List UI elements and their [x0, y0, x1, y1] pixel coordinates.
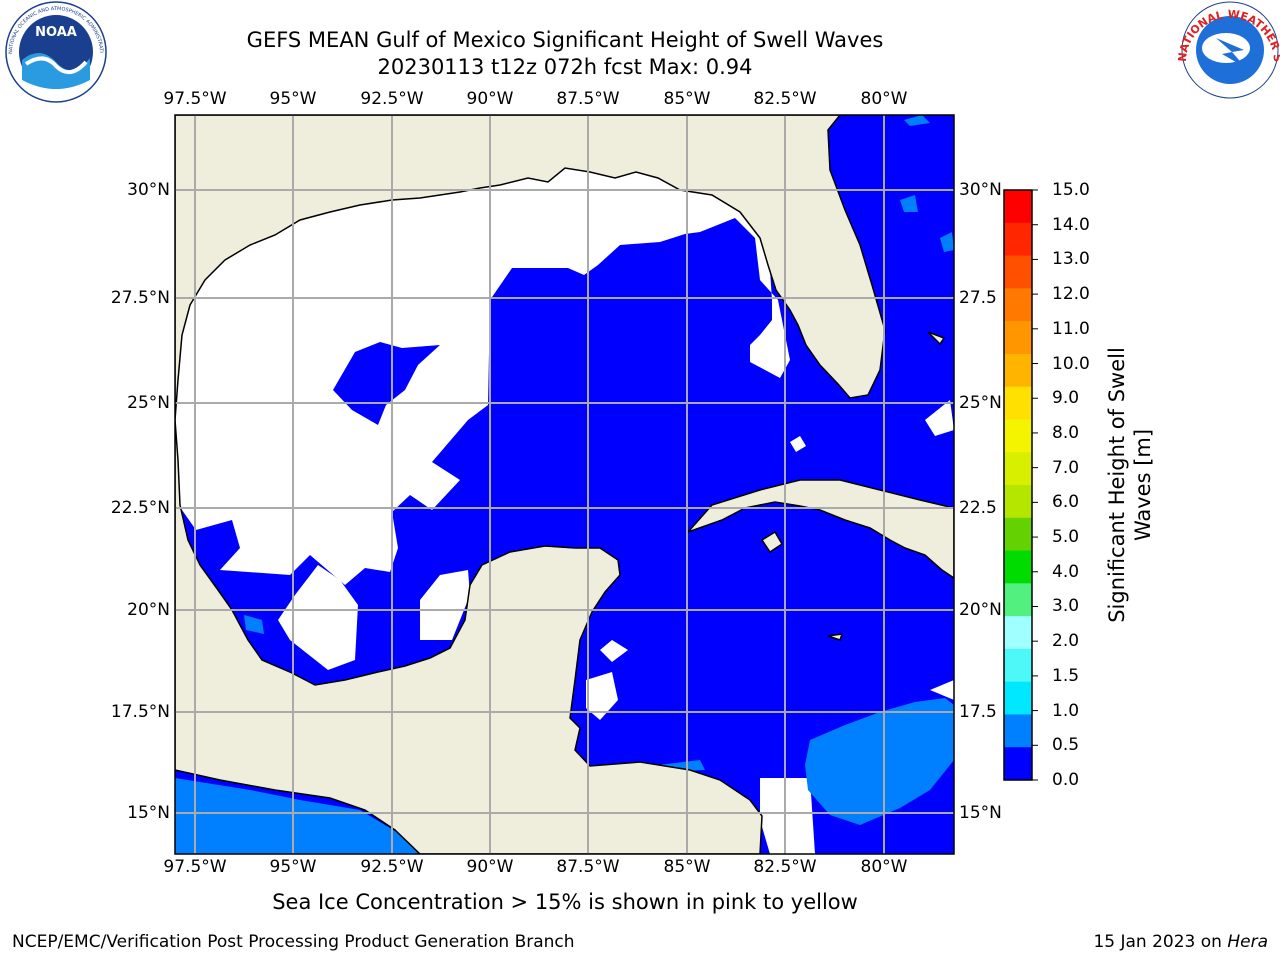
lon-tick-top: 92.5°W — [360, 89, 424, 109]
lat-tick-right: 30°N — [959, 180, 1002, 200]
colorbar-tick-label: 12.0 — [1052, 284, 1090, 305]
lon-tick-bottom: 95°W — [269, 857, 317, 877]
lat-tick-left: 25°N — [127, 393, 170, 413]
footer-date: 15 Jan 2023 on Hera — [1093, 932, 1268, 952]
colorbar-band — [1004, 321, 1032, 355]
colorbar-label: Significant Height of Swell Waves [m] — [1104, 347, 1156, 623]
lon-tick-top: 85°W — [663, 89, 711, 109]
footer-producer: NCEP/EMC/Verification Post Processing Pr… — [12, 932, 575, 952]
lat-tick-right: 25°N — [959, 393, 1002, 413]
lon-tick-bottom: 92.5°W — [360, 857, 424, 877]
colorbar-band — [1004, 583, 1032, 617]
colorbar-tick-label: 13.0 — [1052, 249, 1090, 270]
colorbar-tick-label: 1.5 — [1052, 665, 1080, 686]
lat-tick-left: 17.5°N — [110, 702, 170, 722]
lat-tick-left: 30°N — [127, 180, 170, 200]
map-frame — [174, 114, 955, 855]
colorbar-band — [1004, 681, 1032, 715]
colorbar-tick-label: 3.0 — [1052, 596, 1080, 617]
colorbar-band — [1004, 419, 1032, 453]
no-data-areas — [175, 115, 954, 854]
lon-tick-top: 87.5°W — [556, 89, 620, 109]
colorbar-frame — [1003, 189, 1033, 781]
footer-date-text: 15 Jan 2023 on — [1093, 932, 1228, 952]
colorbar-band — [1004, 353, 1032, 388]
swell-mid-field — [175, 115, 954, 854]
gridlines — [175, 115, 954, 854]
lon-tick-bottom: 97.5°W — [163, 857, 227, 877]
colorbar-band — [1004, 288, 1032, 322]
colorbar-tick-label: 11.0 — [1052, 318, 1090, 339]
nws-ring-text: NATIONAL WEATHER SERVICE — [0, 0, 1280, 63]
lon-tick-bottom: 85°W — [663, 857, 711, 877]
lon-tick-bottom: 90°W — [466, 857, 514, 877]
lat-tick-right: 20°N — [959, 600, 1002, 620]
colorbar-tick-label: 15.0 — [1052, 180, 1090, 200]
lat-tick-right: 17.5 — [959, 702, 997, 722]
lon-tick-top: 90°W — [466, 89, 514, 109]
sea-ice-note: Sea Ice Concentration > 15% is shown in … — [272, 890, 858, 914]
colorbar-tick-label: 10.0 — [1052, 353, 1090, 374]
colorbar-band — [1004, 747, 1032, 781]
colorbar-label-line1: Significant Height of Swell — [1105, 347, 1129, 623]
colorbar-band — [1004, 255, 1032, 289]
lon-tick-bottom: 87.5°W — [556, 857, 620, 877]
lat-tick-left: 22.5°N — [110, 498, 170, 518]
colorbar-band — [1004, 648, 1032, 683]
colorbar-tick-label: 4.0 — [1052, 561, 1080, 582]
colorbar-tick-label: 9.0 — [1052, 388, 1080, 409]
colorbar-tick-label: 14.0 — [1052, 214, 1090, 235]
lat-tick-right: 15°N — [959, 803, 1002, 823]
lat-tick-right: 22.5 — [959, 498, 997, 518]
chart-subtitle: 20230113 t12z 072h fcst Max: 0.94 — [377, 55, 753, 79]
colorbar-label-line2: Waves [m] — [1131, 428, 1155, 542]
colorbar-tick-label: 1.0 — [1052, 700, 1080, 721]
chart-title: GEFS MEAN Gulf of Mexico Significant Hei… — [246, 28, 884, 52]
colorbar-band — [1004, 386, 1032, 420]
lon-tick-top: 97.5°W — [163, 89, 227, 109]
lon-tick-bottom: 82.5°W — [753, 857, 817, 877]
lon-tick-top: 80°W — [860, 89, 908, 109]
lat-tick-left: 27.5°N — [110, 288, 170, 308]
colorbar-band — [1004, 550, 1032, 584]
lat-tick-right: 27.5 — [959, 288, 997, 308]
colorbar-tick-label: 0.5 — [1052, 735, 1080, 756]
colorbar-tick-label: 2.0 — [1052, 631, 1080, 652]
colorbar-band — [1004, 714, 1032, 748]
footer-host: Hera — [1227, 932, 1268, 952]
colorbar — [1003, 189, 1038, 781]
colorbar-band — [1004, 222, 1032, 257]
map-panel — [175, 115, 954, 854]
colorbar-tick-label: 8.0 — [1052, 422, 1080, 443]
colorbar-tick-label: 5.0 — [1052, 527, 1080, 548]
colorbar-band — [1004, 517, 1032, 552]
svg-text:NATIONAL WEATHER SERVICE: NATIONAL WEATHER SERVICE — [0, 0, 1280, 63]
colorbar-band — [1004, 616, 1032, 650]
nws-logo: NATIONAL WEATHER SERVICE — [0, 0, 1280, 99]
lat-tick-left: 20°N — [127, 600, 170, 620]
colorbar-band — [1004, 485, 1032, 519]
lat-tick-left: 15°N — [127, 803, 170, 823]
colorbar-tick-label: 7.0 — [1052, 457, 1080, 478]
land-masses — [175, 115, 954, 854]
lon-tick-bottom: 80°W — [860, 857, 908, 877]
noaa-logo-text: NOAA — [35, 25, 77, 40]
colorbar-tick-label: 0.0 — [1052, 770, 1080, 790]
colorbar-band — [1004, 190, 1032, 224]
noaa-logo: NOAA NATIONAL OCEANIC AND ATMOSPHERIC AD… — [0, 0, 107, 103]
colorbar-band — [1004, 452, 1032, 486]
lon-tick-top: 82.5°W — [753, 89, 817, 109]
lon-tick-top: 95°W — [269, 89, 317, 109]
colorbar-tick-label: 6.0 — [1052, 492, 1080, 513]
